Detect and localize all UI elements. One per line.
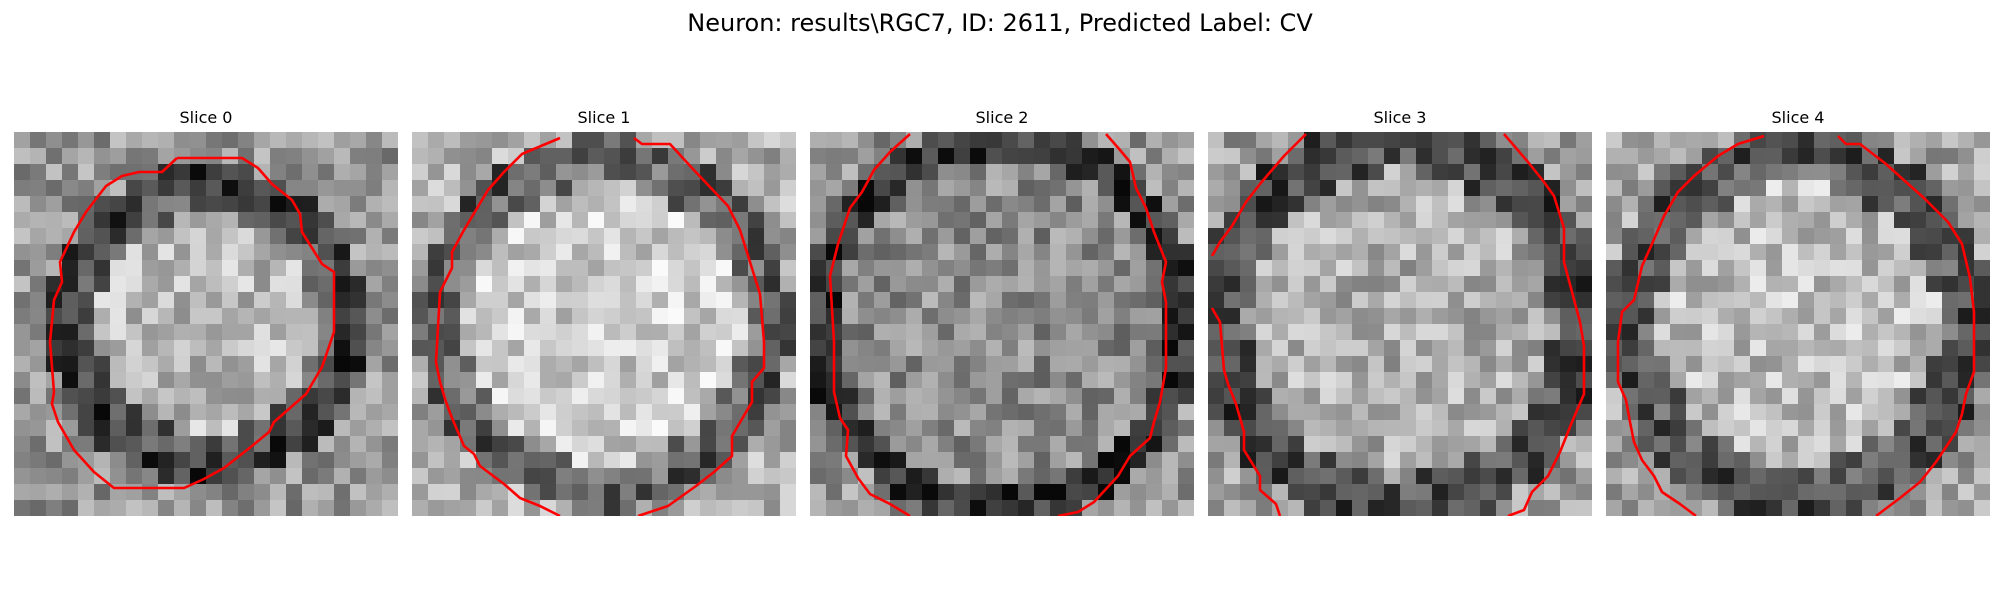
cell-contour bbox=[1057, 133, 1168, 516]
grayscale-pixels bbox=[1208, 132, 1592, 516]
slice-panel-3: Slice 3 bbox=[1208, 108, 1592, 516]
slice-title: Slice 2 bbox=[975, 108, 1029, 127]
slice-image bbox=[1606, 132, 1990, 516]
cell-contour bbox=[434, 136, 561, 516]
cell-contour bbox=[1210, 133, 1307, 257]
slice-image bbox=[1208, 132, 1592, 516]
cell-contour bbox=[1616, 134, 1765, 516]
slice-title: Slice 0 bbox=[179, 108, 233, 127]
slice-panel-4: Slice 4 bbox=[1606, 108, 1990, 516]
grayscale-pixels bbox=[14, 132, 398, 516]
slice-title: Slice 4 bbox=[1771, 108, 1825, 127]
slice-title: Slice 1 bbox=[577, 108, 631, 127]
slice-panel-2: Slice 2 bbox=[810, 108, 1194, 516]
slice-panel-0: Slice 0 bbox=[14, 108, 398, 516]
grayscale-pixels bbox=[810, 132, 1194, 516]
figure-title: Neuron: results\RGC7, ID: 2611, Predicte… bbox=[687, 9, 1313, 37]
cell-contour bbox=[1210, 307, 1282, 516]
slice-title: Slice 3 bbox=[1373, 108, 1427, 127]
grayscale-pixels bbox=[412, 132, 796, 516]
slice-image bbox=[810, 132, 1194, 516]
slice-image bbox=[14, 132, 398, 516]
cell-contour bbox=[48, 156, 336, 490]
grayscale-pixels bbox=[1606, 132, 1990, 516]
cell-contour bbox=[1503, 133, 1586, 516]
cell-contour bbox=[633, 136, 766, 516]
slice-panel-1: Slice 1 bbox=[412, 108, 796, 516]
cell-contour bbox=[1837, 135, 1976, 516]
slice-image bbox=[412, 132, 796, 516]
cell-contour bbox=[828, 133, 911, 516]
